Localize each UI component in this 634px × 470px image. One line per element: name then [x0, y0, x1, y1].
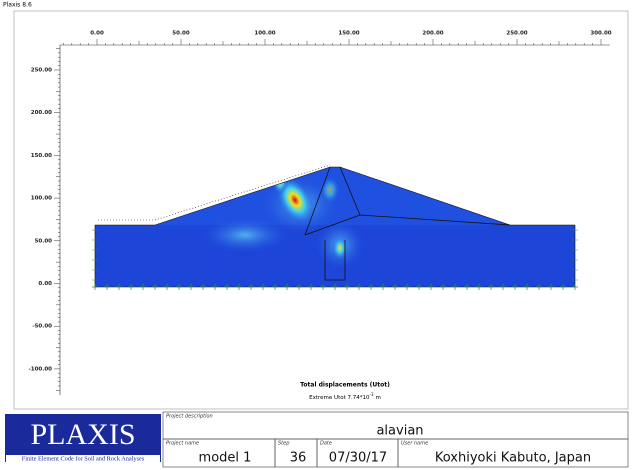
x-ruler-label: 300.00: [590, 31, 611, 37]
field-label: Project description: [166, 414, 213, 420]
field-label: Date: [320, 441, 332, 447]
logo: PLAXIS: [30, 418, 135, 451]
x-ruler-label: 150.00: [338, 31, 359, 37]
y-ruler-label: -100.00: [28, 366, 52, 372]
page: Plaxis 8.6 Total displacements (Utot) Ex…: [0, 0, 634, 470]
y-ruler-label: 250.00: [31, 68, 52, 74]
y-ruler-label: 50.00: [35, 238, 53, 244]
field-label: Project name: [166, 441, 199, 447]
x-ruler-label: 250.00: [506, 31, 527, 37]
x-ruler-label: 100.00: [254, 31, 275, 37]
field-value: model 1: [199, 451, 252, 466]
field-value: Koxhiyoki Kabuto, Japan: [435, 451, 591, 466]
field-value: 36: [290, 451, 307, 466]
logo-subtitle: Finite Element Code for Soil and Rock An…: [22, 455, 145, 462]
field-value: 07/30/17: [329, 451, 387, 466]
screenshot: Plaxis 8.6 Total displacements (Utot) Ex…: [0, 0, 634, 470]
field-label: User name: [401, 441, 428, 447]
x-ruler-label: 0.00: [90, 31, 104, 37]
y-ruler-label: 200.00: [31, 110, 52, 116]
y-ruler-label: 100.00: [31, 196, 52, 202]
y-ruler-label: 0.00: [38, 281, 52, 287]
x-ruler-label: 50.00: [172, 31, 190, 37]
plot-title: Total displacements (Utot): [300, 382, 390, 389]
field-value: alavian: [376, 424, 423, 439]
y-ruler-label: 150.00: [31, 153, 52, 159]
x-ruler-label: 200.00: [422, 31, 443, 37]
window-title: Plaxis 8.6: [3, 2, 32, 9]
y-ruler-label: -50.00: [32, 324, 52, 330]
field-label: Step: [278, 441, 289, 447]
